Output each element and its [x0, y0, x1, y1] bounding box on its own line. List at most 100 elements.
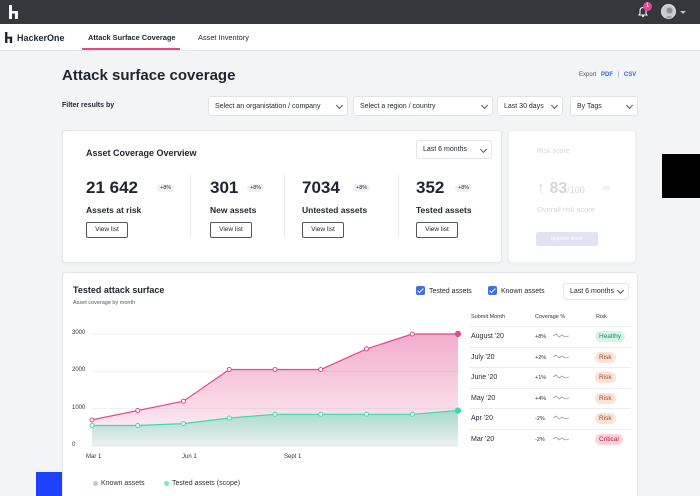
tags-select[interactable]: By Tags — [570, 96, 638, 116]
known-assets-checkbox-label: Known assets — [501, 288, 545, 295]
y-tick-label: 3000 — [72, 330, 86, 336]
row-risk-badge: Critical — [595, 433, 623, 445]
tested-period-select[interactable]: Last 6 months — [563, 283, 629, 300]
table-row[interactable]: August '20 +8% Healthy — [469, 326, 631, 346]
row-risk-badge: Risk — [595, 392, 616, 404]
view-list-button-tested-assets[interactable]: View list — [416, 222, 458, 238]
metric-tested-assets-value: 352 — [416, 178, 445, 197]
row-coverage: +8% — [535, 334, 547, 340]
organisation-select[interactable]: Select an organistation / company — [208, 96, 348, 116]
tested-subtitle: Asset coverage by month — [73, 300, 136, 306]
legend-tested-dot — [164, 481, 169, 486]
table-row[interactable]: May '20 +4% Risk — [469, 387, 631, 408]
filter-label: Filter results by — [62, 102, 115, 109]
row-month: May '20 — [471, 394, 496, 402]
active-tab-indicator — [82, 48, 180, 50]
nav-bar: HackerOne Attack Surface Coverage Asset … — [0, 24, 700, 51]
y-tick-label: 1000 — [72, 404, 86, 411]
overview-title: Asset Coverage Overview — [86, 148, 197, 158]
brand[interactable]: HackerOne — [5, 32, 65, 43]
sparkline-icon — [553, 415, 569, 420]
improve-score-button[interactable]: Improve score — [536, 232, 598, 246]
table-row[interactable]: Apr '20 -2% Risk — [469, 408, 631, 428]
known-assets-point[interactable] — [318, 366, 324, 372]
metric-tested-assets-label: Tested assets — [416, 205, 472, 215]
organisation-select-value: Select an organistation / company — [215, 103, 321, 110]
sparkline-icon — [553, 374, 569, 379]
export-csv-link[interactable]: CSV — [623, 72, 637, 78]
hackerone-logo-icon[interactable] — [9, 5, 19, 19]
row-coverage: +4% — [535, 395, 547, 402]
notification-badge: 1 — [643, 2, 652, 11]
tested-assets-checkbox[interactable] — [416, 286, 425, 295]
metric-untested-assets-delta: +8% — [353, 184, 371, 192]
export-pdf-link[interactable]: PDF — [601, 72, 614, 78]
chevron-down-icon — [616, 286, 625, 295]
table-row[interactable]: Mar '20 -2% Critical — [469, 428, 631, 449]
known-assets-point[interactable] — [409, 331, 415, 337]
row-coverage: -2% — [535, 416, 545, 422]
risk-score-value-row: ↑ 83/100 — [537, 180, 585, 198]
user-icon — [664, 7, 675, 18]
avatar-chevron-icon[interactable] — [680, 11, 686, 14]
export-label: Export — [579, 72, 597, 78]
tested-assets-point[interactable] — [89, 422, 95, 428]
metric-divider — [398, 175, 399, 237]
view-list-button-untested-assets[interactable]: View list — [302, 222, 344, 238]
risk-score-delta: -3% — [601, 186, 610, 192]
export-links: Export PDF | CSV — [579, 72, 636, 78]
top-bar: 1 — [0, 0, 700, 24]
tested-assets-point[interactable] — [272, 411, 278, 417]
known-assets-point[interactable] — [454, 330, 462, 338]
overview-period-select[interactable]: Last 6 months — [416, 140, 492, 159]
known-assets-checkbox[interactable] — [488, 286, 497, 295]
view-list-button-new-assets[interactable]: View list — [210, 222, 252, 238]
tested-assets-point[interactable] — [226, 415, 232, 421]
metric-untested-assets-value: 7034 — [302, 178, 340, 197]
brand-name: HackerOne — [17, 32, 65, 43]
metric-assets-at-risk-delta: +8% — [157, 184, 175, 192]
metric-assets-at-risk-label: Assets at risk — [86, 205, 142, 215]
tab-asset-inventory[interactable]: Asset Inventory — [198, 33, 249, 42]
known-assets-point[interactable] — [181, 398, 186, 404]
risk-score-value: 83 — [549, 180, 568, 197]
tested-assets-point[interactable] — [318, 411, 324, 417]
overview-period-value: Last 6 months — [423, 146, 467, 153]
known-assets-point[interactable] — [135, 408, 141, 414]
row-month: Mar '20 — [471, 435, 495, 443]
known-assets-point[interactable] — [272, 366, 278, 372]
y-tick-label: 2000 — [72, 367, 86, 374]
tested-assets-point[interactable] — [409, 411, 415, 417]
period-select[interactable]: Last 30 days — [497, 96, 563, 116]
metric-new-assets-delta: +8% — [247, 184, 265, 192]
risk-score-max: /100 — [567, 185, 585, 195]
metric-untested-assets-label: Untested assets — [302, 205, 368, 215]
known-assets-point[interactable] — [364, 346, 369, 352]
known-assets-point[interactable] — [226, 366, 232, 372]
metric-divider — [190, 175, 191, 237]
chevron-down-icon — [625, 101, 634, 110]
tested-assets-point[interactable] — [181, 421, 186, 427]
tags-select-value: By Tags — [577, 103, 602, 110]
tested-assets-point[interactable] — [364, 411, 369, 417]
arrow-up-icon: ↑ — [537, 180, 545, 197]
hackerone-brand-icon — [5, 32, 13, 43]
tested-assets-point[interactable] — [135, 422, 141, 428]
row-risk-badge: Risk — [595, 351, 616, 363]
table-row[interactable]: July '20 +2% Risk — [469, 346, 631, 367]
tested-assets-point[interactable] — [454, 407, 462, 414]
tab-attack-surface-coverage[interactable]: Attack Surface Coverage — [88, 33, 176, 42]
tested-assets-area — [92, 410, 458, 446]
view-list-button-assets-at-risk[interactable]: View list — [86, 222, 128, 238]
x-tick-label: Mar 1 — [86, 454, 102, 460]
row-month: June '20 — [471, 374, 498, 381]
row-month: August '20 — [471, 333, 504, 340]
row-coverage: -2% — [535, 436, 545, 443]
table-row[interactable]: June '20 +1% Risk — [469, 367, 631, 387]
sparkline-icon — [553, 353, 569, 359]
chevron-down-icon — [550, 101, 559, 110]
region-select[interactable]: Select a region / country — [353, 96, 493, 116]
metric-divider — [284, 175, 285, 237]
avatar[interactable] — [661, 4, 676, 19]
known-assets-point[interactable] — [89, 417, 95, 423]
